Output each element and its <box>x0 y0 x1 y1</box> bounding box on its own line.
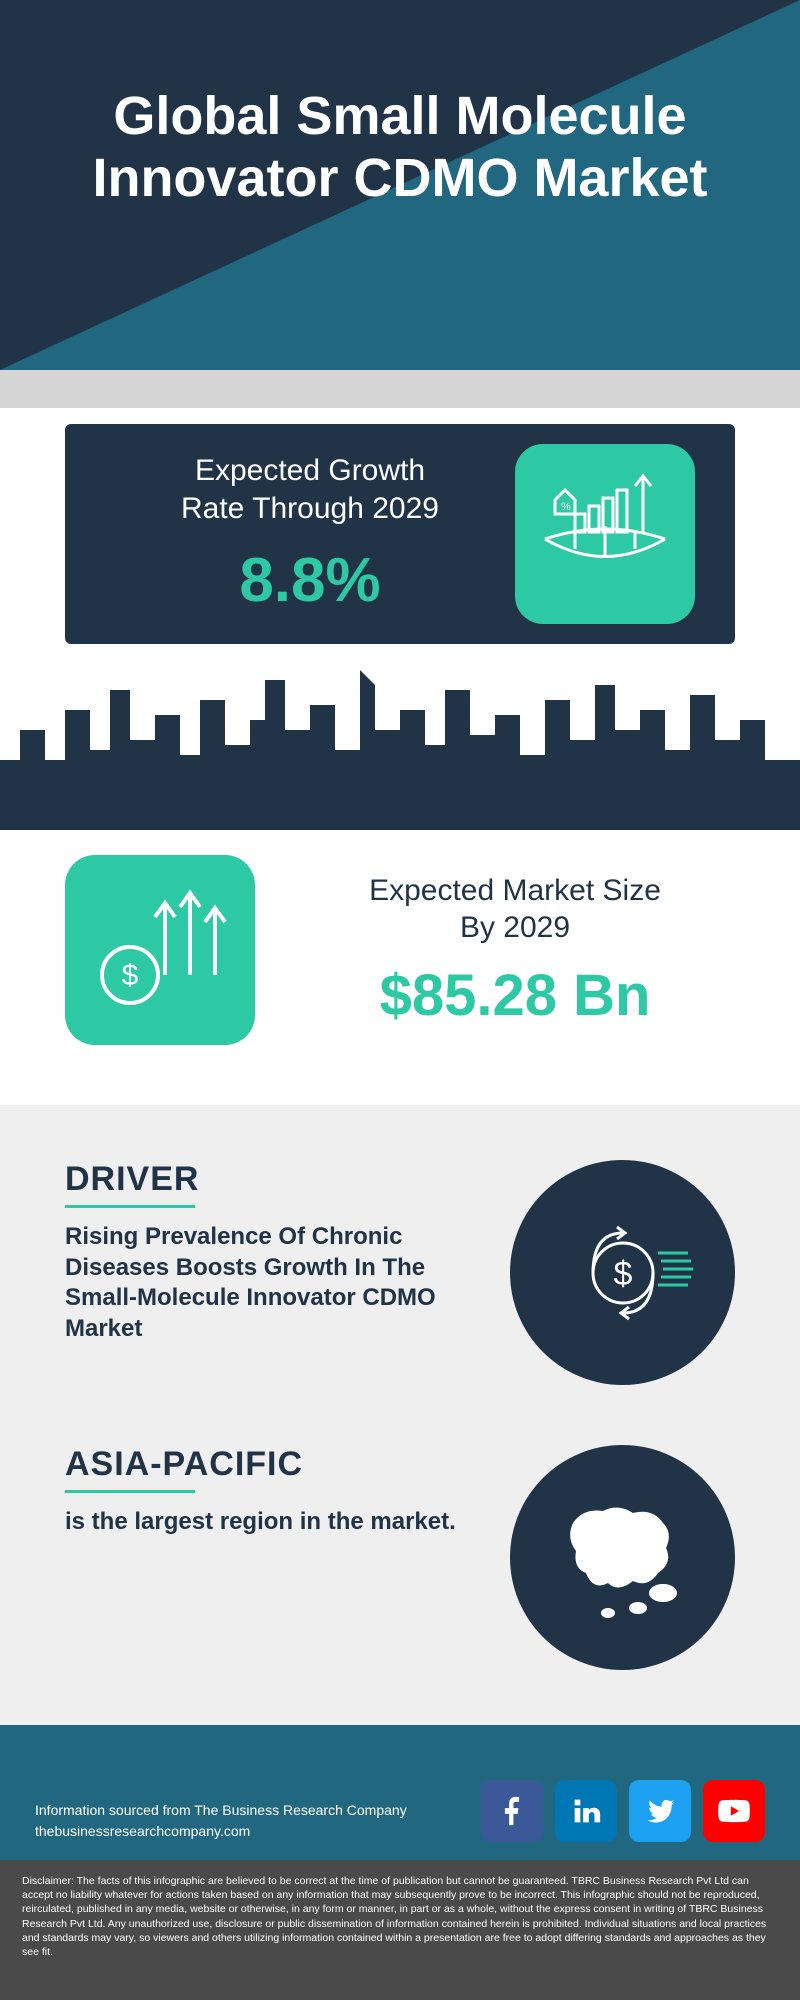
market-value: $85.28 Bn <box>295 962 735 1029</box>
page-title: Global Small Molecule Innovator CDMO Mar… <box>0 85 800 209</box>
title-line-1: Global Small Molecule <box>113 86 686 146</box>
info-section: DRIVER Rising Prevalence Of Chronic Dise… <box>0 1105 800 1725</box>
market-label: Expected Market Size By 2029 <box>295 872 735 947</box>
svg-text:$: $ <box>122 959 139 992</box>
driver-description: Rising Prevalence Of Chronic Diseases Bo… <box>65 1222 470 1345</box>
growth-rate-card: Expected Growth Rate Through 2029 8.8% <box>65 424 735 644</box>
growth-text-block: Expected Growth Rate Through 2029 8.8% <box>105 452 515 616</box>
city-skyline-decoration <box>0 660 800 830</box>
growth-value: 8.8% <box>105 545 515 616</box>
region-text: ASIA-PACIFIC is the largest region in th… <box>65 1445 470 1538</box>
dollar-arrows-icon: $ <box>65 855 255 1045</box>
footer-band: Information sourced from The Business Re… <box>0 1725 800 1860</box>
region-description: is the largest region in the market. <box>65 1507 470 1538</box>
region-heading: ASIA-PACIFIC <box>65 1445 470 1484</box>
driver-text: DRIVER Rising Prevalence Of Chronic Dise… <box>65 1160 470 1345</box>
linkedin-icon[interactable] <box>555 1780 617 1842</box>
driver-underline <box>65 1205 195 1208</box>
growth-label: Expected Growth Rate Through 2029 <box>105 452 515 527</box>
infographic-canvas: Global Small Molecule Innovator CDMO Mar… <box>0 0 800 2000</box>
growth-chart-globe-icon: % <box>515 444 695 624</box>
region-underline <box>65 1490 195 1493</box>
driver-block: DRIVER Rising Prevalence Of Chronic Dise… <box>65 1160 735 1385</box>
market-text-block: Expected Market Size By 2029 $85.28 Bn <box>295 872 735 1029</box>
twitter-icon[interactable] <box>629 1780 691 1842</box>
svg-text:%: % <box>561 501 571 513</box>
social-icons-row <box>481 1780 765 1842</box>
driver-dollar-cycle-icon: $ <box>510 1160 735 1385</box>
facebook-icon[interactable] <box>481 1780 543 1842</box>
asia-pacific-map-icon <box>510 1445 735 1670</box>
svg-text:$: $ <box>613 1255 632 1293</box>
driver-heading: DRIVER <box>65 1160 470 1199</box>
youtube-icon[interactable] <box>703 1780 765 1842</box>
title-line-2: Innovator CDMO Market <box>92 148 707 208</box>
region-block: ASIA-PACIFIC is the largest region in th… <box>65 1445 735 1670</box>
disclaimer-text: Disclaimer: The facts of this infographi… <box>0 1860 800 2000</box>
gray-divider-band <box>0 370 800 408</box>
market-size-block: $ Expected Market Size By 2029 $85.28 Bn <box>65 830 735 1070</box>
footer-source-text: Information sourced from The Business Re… <box>35 1800 407 1842</box>
